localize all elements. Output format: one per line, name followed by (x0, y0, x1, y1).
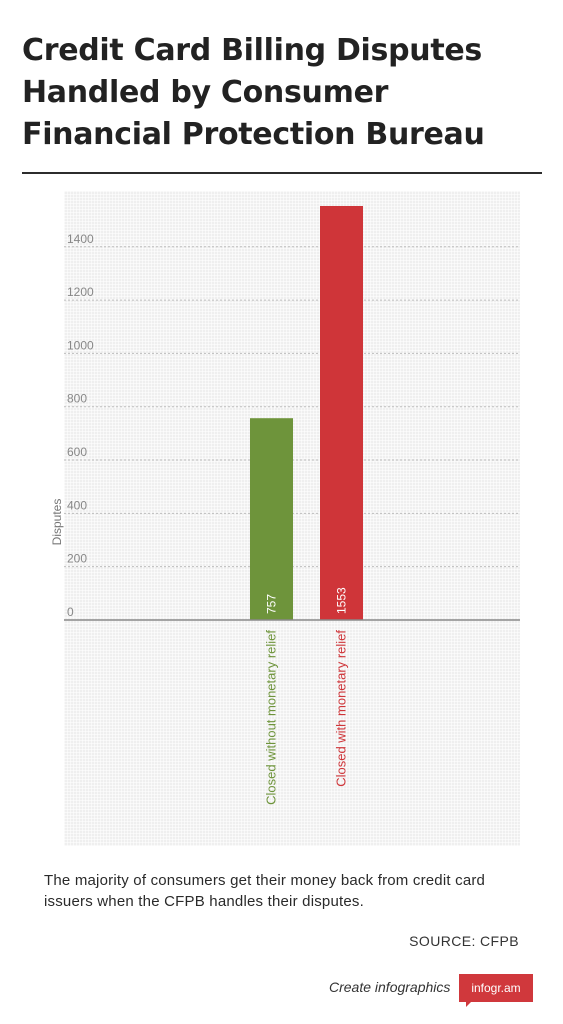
category-label: Closed without monetary relief (264, 630, 279, 805)
badge-tail-shape (466, 1001, 472, 1007)
chart-title: Credit Card Billing Disputes Handled by … (22, 33, 485, 152)
infogram-badge[interactable]: infogr.am (459, 974, 533, 1002)
source-note: SOURCE: CFPB (409, 933, 519, 949)
y-tick-label: 600 (67, 445, 87, 459)
y-tick-label: 200 (67, 552, 87, 566)
category-label: Closed with monetary relief (334, 630, 349, 787)
bars (250, 206, 363, 620)
y-tick-label: 1400 (67, 232, 94, 246)
y-tick-label: 0 (67, 605, 74, 619)
y-axis-label: Disputes (50, 499, 64, 546)
bar (250, 418, 293, 620)
labels: 0 200 400 600 800 1000 1200 1400 757 Closed witho… (67, 232, 349, 805)
create-infographics-link[interactable]: Create infographics (329, 979, 451, 995)
y-tick-label: 1200 (67, 285, 94, 299)
bar (320, 206, 363, 620)
y-tick-label: 800 (67, 392, 87, 406)
y-tick-label: 400 (67, 498, 87, 512)
data-label: 1553 (335, 587, 349, 614)
title-divider (22, 172, 542, 174)
description-text: The majority of consumers get their mone… (44, 872, 486, 910)
data-label: 757 (265, 594, 279, 614)
bar-chart: 0 200 400 600 800 1000 1200 1400 757 Closed witho… (50, 206, 520, 805)
y-tick-label: 1000 (67, 338, 94, 352)
grid-lines (64, 246, 520, 568)
